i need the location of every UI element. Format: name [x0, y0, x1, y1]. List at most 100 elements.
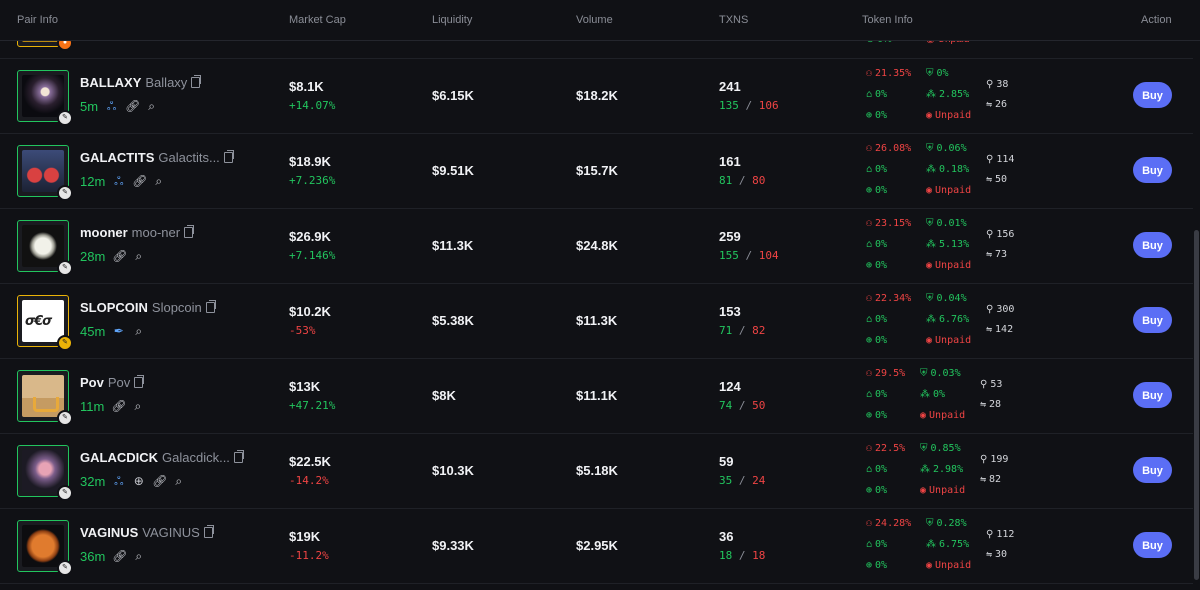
buy-button[interactable]: Buy: [1133, 232, 1172, 258]
txns-total: 36: [719, 529, 734, 544]
market-cap: $13K: [289, 379, 321, 394]
token-info-insiders: ⁂ 2.85%: [926, 89, 970, 100]
link-icon[interactable]: 🔗︎: [152, 474, 168, 488]
token-info-dex-paid: ◉Unpaid: [926, 560, 972, 571]
copy-icon[interactable]: [191, 75, 202, 88]
table-row[interactable]: ✎ BALLAXY Ballaxy 5m ஃ 🔗︎ ⌕ $8.1K +14.07% $6…: [0, 58, 1193, 134]
txns-split: 81 / 80: [719, 174, 766, 187]
scrollbar-thumb[interactable]: [1194, 230, 1199, 580]
buy-button[interactable]: Buy: [1133, 457, 1172, 483]
holders-icon: ⚲: [986, 154, 994, 165]
buy-button[interactable]: Buy: [1133, 382, 1172, 408]
token-info-snipers: ⌂ 0%: [866, 89, 888, 100]
bonk-badge-icon: ✎: [57, 335, 73, 351]
community-icon[interactable]: ஃ: [106, 99, 117, 113]
token-info-insiders: ⁂ 6.76%: [926, 314, 970, 325]
token-info-dev-holding: ⛨ 0.06%: [926, 143, 967, 154]
search-icon[interactable]: ⌕: [135, 549, 143, 563]
token-info-dex-paid: ◉Unpaid: [920, 485, 966, 496]
community-icon[interactable]: ஃ: [114, 174, 124, 188]
feather-icon[interactable]: ✒: [113, 324, 124, 338]
link-icon[interactable]: 🔗︎: [111, 399, 127, 413]
buy-button[interactable]: Buy: [1133, 82, 1172, 108]
link-icon[interactable]: 🔗︎: [125, 99, 141, 113]
table-row[interactable]: ✎ VAGINUS VAGINUS 36m 🔗︎ ⌕ $19K -11.2% $9.3…: [0, 508, 1193, 584]
txns-split: 35 / 24: [719, 474, 766, 487]
token-info-top10-holders: ⚇ 26.08%: [866, 143, 912, 154]
pro-traders-icon: ⇋: [986, 324, 993, 335]
market-cap: $8.1K: [289, 79, 324, 94]
table-row[interactable]: ✎ GALACTITS Galactits... 12m ஃ 🔗︎ ⌕ $18.9K +…: [0, 133, 1193, 209]
token-name: Slopcoin: [151, 300, 202, 315]
buy-button[interactable]: Buy: [1133, 532, 1172, 558]
search-icon[interactable]: ⌕: [155, 174, 163, 188]
search-icon[interactable]: ⌕: [135, 324, 143, 338]
holders-icon: ⚲: [986, 229, 994, 240]
token-avatar[interactable]: σ€σ ✎: [17, 295, 73, 351]
token-info-bundlers: ⊕ 0%: [866, 185, 888, 196]
holders-icon: ⚲: [980, 379, 988, 390]
holders-count: ⚲ 114: [986, 154, 1015, 165]
token-name: moo-ner: [131, 225, 181, 240]
token-info-dev-holding: ⛨ 0.01%: [926, 218, 967, 229]
copy-icon[interactable]: [233, 450, 244, 463]
globe-icon[interactable]: ⊕: [133, 474, 144, 488]
pro-traders-icon: ⇋: [986, 174, 993, 185]
col-volume[interactable]: Volume: [576, 14, 613, 26]
token-info-top10-holders: ⚇ 24.28%: [866, 518, 912, 529]
copy-icon[interactable]: [134, 375, 145, 388]
search-icon[interactable]: ⌕: [135, 249, 143, 263]
link-icon[interactable]: 🔗︎: [112, 249, 128, 263]
search-icon[interactable]: ⌕: [148, 99, 155, 113]
token-avatar[interactable]: ✎: [17, 520, 73, 576]
holders-icon: ⚲: [986, 529, 994, 540]
token-info-dex-paid: ◉Unpaid: [926, 110, 972, 121]
buy-button[interactable]: Buy: [1133, 307, 1172, 333]
holders-count: ⚲ 300: [986, 304, 1015, 315]
liquidity: $10.3K: [432, 463, 474, 478]
copy-icon[interactable]: [203, 525, 214, 538]
token-info-snipers: ⌂ 0%: [866, 539, 888, 550]
copy-icon[interactable]: [184, 225, 195, 238]
search-icon[interactable]: ⌕: [175, 474, 183, 488]
token-info-dev-holding: ⛨ 0.85%: [920, 443, 961, 454]
token-avatar[interactable]: ✎: [17, 445, 73, 501]
token-avatar[interactable]: ✎: [17, 370, 73, 426]
pro-traders-icon: ⇋: [986, 549, 993, 560]
txns-total: 241: [719, 79, 741, 94]
copy-icon[interactable]: [223, 150, 234, 163]
token-avatar[interactable]: ✎: [17, 220, 73, 276]
token-info-insiders: ⁂ 0.18%: [926, 164, 970, 175]
token-info-bundlers: ⊕ 0%: [866, 410, 888, 421]
pump-badge-icon: ✎: [57, 560, 73, 576]
pro-traders-count: ⇋ 30: [986, 549, 1008, 560]
col-liquidity[interactable]: Liquidity: [432, 14, 473, 26]
token-avatar[interactable]: ✎: [17, 145, 73, 201]
search-icon[interactable]: ⌕: [134, 399, 142, 413]
community-icon[interactable]: ஃ: [114, 474, 124, 488]
market-cap: $19K: [289, 529, 321, 544]
copy-icon[interactable]: [205, 300, 216, 313]
liquidity: $5.38K: [432, 313, 474, 328]
holders-count: ⚲ 156: [986, 229, 1015, 240]
link-icon[interactable]: 🔗︎: [132, 174, 148, 188]
link-icon[interactable]: 🔗︎: [112, 549, 128, 563]
table-row[interactable]: ✎ mooner moo-ner 28m 🔗︎ ⌕ $26.9K +7.146% $1…: [0, 208, 1193, 284]
market-cap-change: +7.146%: [289, 249, 336, 262]
market-cap-change: -53%: [289, 324, 316, 337]
token-info-top10-holders: ⚇ 22.34%: [866, 293, 912, 304]
token-info-top10-holders: ⚇ 29.5%: [866, 368, 906, 379]
market-cap: $18.9K: [289, 154, 331, 169]
token-info-dex-paid: ◉Unpaid: [920, 410, 966, 421]
col-market-cap[interactable]: Market Cap: [289, 14, 346, 26]
token-info-insiders: ⁂ 2.98%: [920, 464, 964, 475]
holders-count: ⚲ 199: [980, 454, 1009, 465]
col-txns[interactable]: TXNS: [719, 14, 749, 26]
table-row[interactable]: σ€σ ✎ SLOPCOIN Slopcoin 45m ✒ ⌕ $10.2K -53%…: [0, 283, 1193, 359]
token-symbol: mooner: [80, 225, 128, 240]
token-avatar[interactable]: ✎: [17, 70, 73, 126]
table-row[interactable]: ✎ Pov Pov 11m 🔗︎ ⌕ $13K +47.21% $8K $11.1K …: [0, 358, 1193, 434]
token-info-top10-holders: ⚇ 22.5%: [866, 443, 906, 454]
table-row[interactable]: ✎ GALACDICK Galacdick... 32m ஃ ⊕ 🔗︎ ⌕ $22.5K …: [0, 433, 1193, 509]
buy-button[interactable]: Buy: [1133, 157, 1172, 183]
